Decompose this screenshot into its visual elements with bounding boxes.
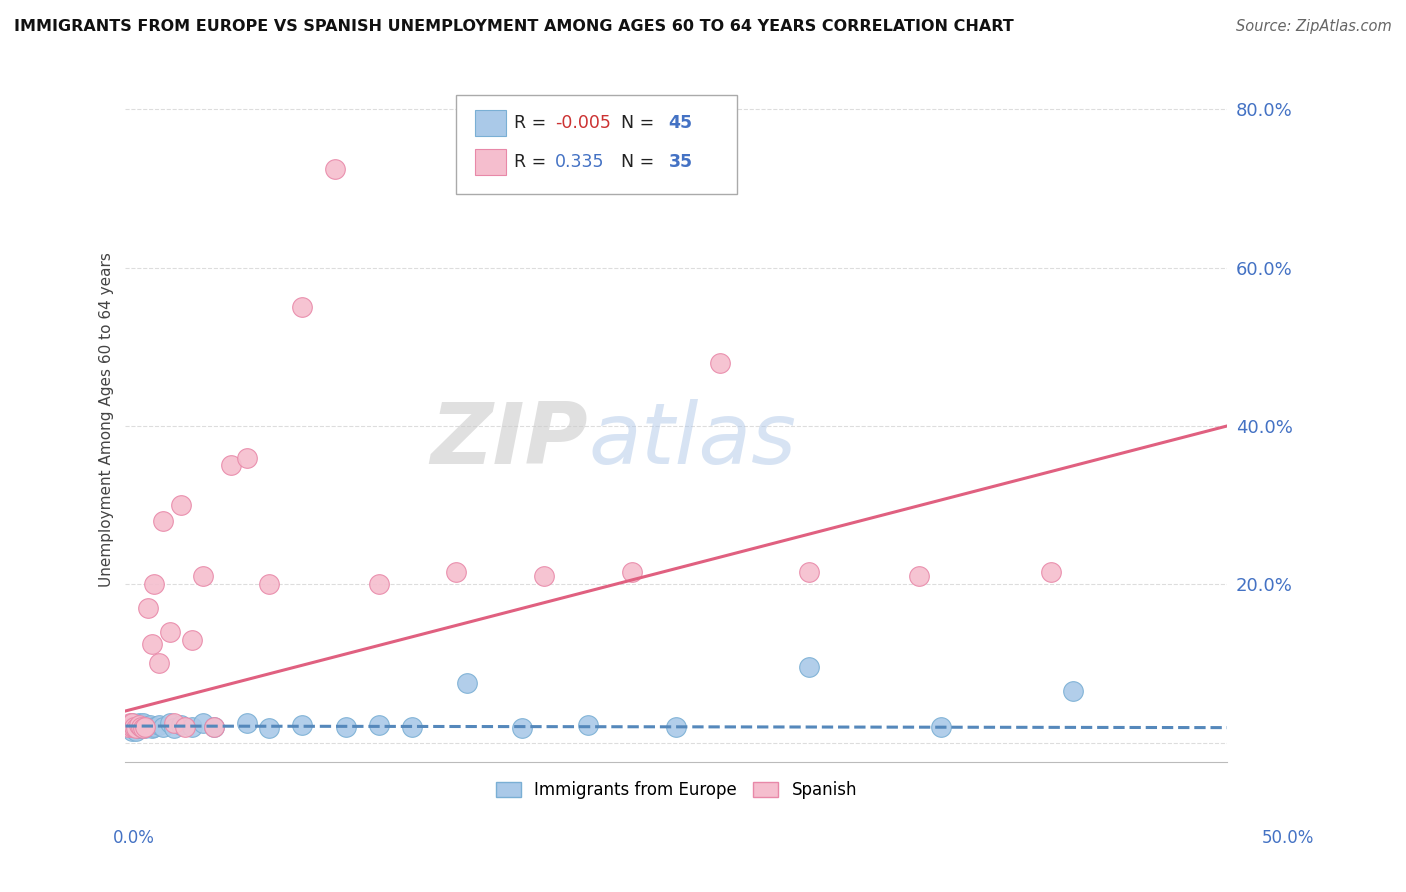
Point [117,720,139,734]
Point [367,577,389,591]
Point [191,569,214,583]
Point [124,722,146,736]
Point [257,722,280,736]
Point [143,577,166,591]
Point [148,657,170,671]
Text: R =: R = [515,153,553,170]
Point [235,450,257,465]
Point [143,720,166,734]
Point [118,718,141,732]
Point [169,718,191,732]
Point [117,720,139,734]
Point [202,720,225,734]
Point [576,718,599,732]
Point [257,577,280,591]
Point [132,715,155,730]
Point [323,161,346,176]
Text: IMMIGRANTS FROM EUROPE VS SPANISH UNEMPLOYMENT AMONG AGES 60 TO 64 YEARS CORRELA: IMMIGRANTS FROM EUROPE VS SPANISH UNEMPL… [14,20,1014,34]
Point [908,569,931,583]
Point [136,601,159,615]
Point [125,723,148,738]
Point [134,720,156,734]
Point [152,720,174,734]
Point [118,715,141,730]
Point [132,720,155,734]
Point [134,722,156,736]
Point [152,514,174,528]
Text: 0.0%: 0.0% [112,829,155,847]
Point [148,718,170,732]
Y-axis label: Unemployment Among Ages 60 to 64 years: Unemployment Among Ages 60 to 64 years [100,252,114,588]
Point [797,566,820,580]
Point [128,722,150,736]
Point [180,720,202,734]
Text: N =: N = [610,153,659,170]
Bar [475,149,506,175]
Point [121,720,143,734]
Point [128,720,150,734]
Point [121,720,143,734]
Point [1062,684,1084,698]
Point [125,722,148,736]
Point [510,722,533,736]
Text: -0.005: -0.005 [555,113,612,132]
Text: atlas: atlas [588,399,796,482]
Point [797,660,820,674]
Point [124,720,146,734]
Point [335,720,357,734]
Point [159,715,181,730]
Point [128,715,150,730]
Point [401,720,423,734]
Point [125,720,148,734]
Point [124,720,146,734]
Point [235,715,257,730]
Point [121,723,143,738]
Point [129,722,152,736]
Point [138,718,160,732]
Point [621,566,644,580]
Point [125,718,148,732]
Point [709,355,731,369]
Point [444,566,467,580]
Point [163,715,186,730]
Point [128,718,150,732]
Text: 0.335: 0.335 [555,153,605,170]
FancyBboxPatch shape [456,95,737,194]
Point [174,720,197,734]
Point [136,720,159,734]
Text: N =: N = [610,113,659,132]
Point [665,720,688,734]
Point [202,720,225,734]
Point [141,722,163,736]
Point [533,569,555,583]
Point [141,637,163,651]
Point [121,715,143,730]
Point [163,722,186,736]
Text: Source: ZipAtlas.com: Source: ZipAtlas.com [1236,20,1392,34]
Point [129,718,152,732]
Bar [475,110,506,136]
Point [219,458,242,473]
Point [159,624,181,639]
Point [121,715,143,730]
Point [291,718,314,732]
Point [929,720,952,734]
Point [132,722,155,736]
Text: 45: 45 [669,113,693,132]
Text: R =: R = [515,113,553,132]
Text: 50.0%: 50.0% [1263,829,1315,847]
Point [118,722,141,736]
Point [291,300,314,314]
Text: 35: 35 [669,153,693,170]
Text: ZIP: ZIP [430,399,588,482]
Point [124,718,146,732]
Point [1040,566,1063,580]
Point [191,715,214,730]
Point [456,676,478,690]
Point [367,718,389,732]
Point [169,498,191,512]
Point [129,720,152,734]
Legend: Immigrants from Europe, Spanish: Immigrants from Europe, Spanish [489,774,863,805]
Point [180,632,202,647]
